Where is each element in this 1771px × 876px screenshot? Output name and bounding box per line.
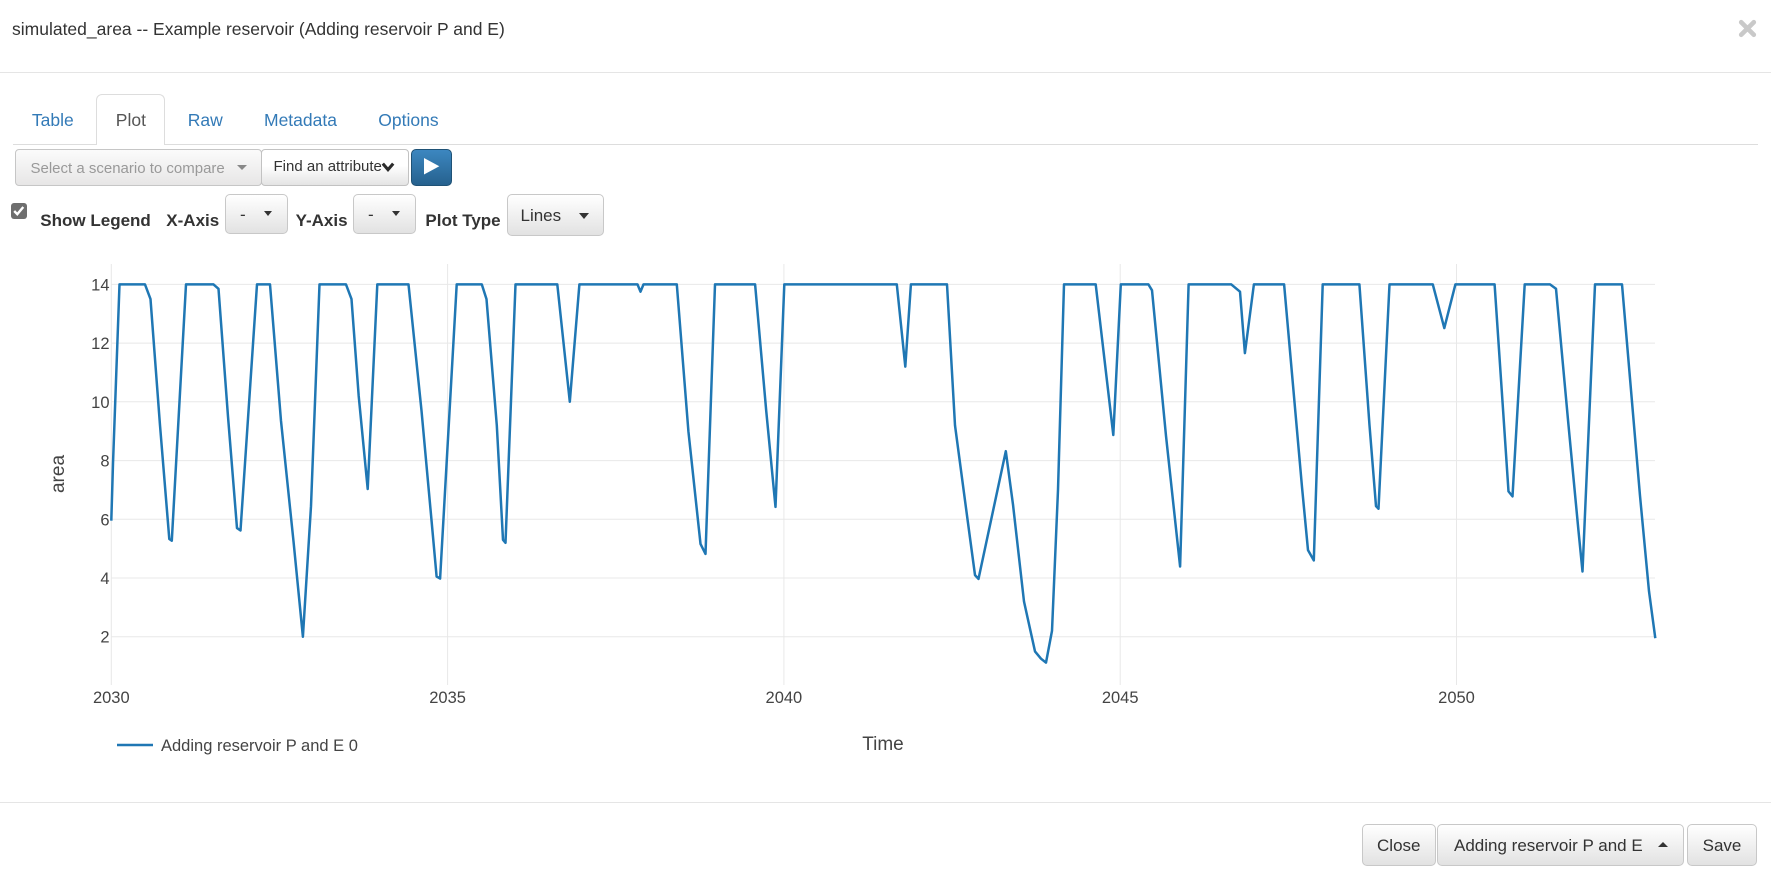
svg-text:2: 2 <box>100 629 109 647</box>
svg-text:2035: 2035 <box>429 689 466 707</box>
svg-text:4: 4 <box>100 570 109 588</box>
svg-text:2050: 2050 <box>1438 689 1475 707</box>
svg-text:12: 12 <box>91 335 109 353</box>
svg-text:8: 8 <box>100 453 109 471</box>
svg-text:6: 6 <box>100 511 109 529</box>
svg-text:14: 14 <box>91 276 109 294</box>
svg-text:Adding reservoir P and E 0: Adding reservoir P and E 0 <box>161 737 358 755</box>
svg-text:2030: 2030 <box>93 689 130 707</box>
svg-text:area: area <box>48 455 69 493</box>
svg-text:2045: 2045 <box>1102 689 1139 707</box>
svg-text:2040: 2040 <box>766 689 803 707</box>
svg-text:Time: Time <box>862 734 904 755</box>
svg-text:10: 10 <box>91 394 109 412</box>
